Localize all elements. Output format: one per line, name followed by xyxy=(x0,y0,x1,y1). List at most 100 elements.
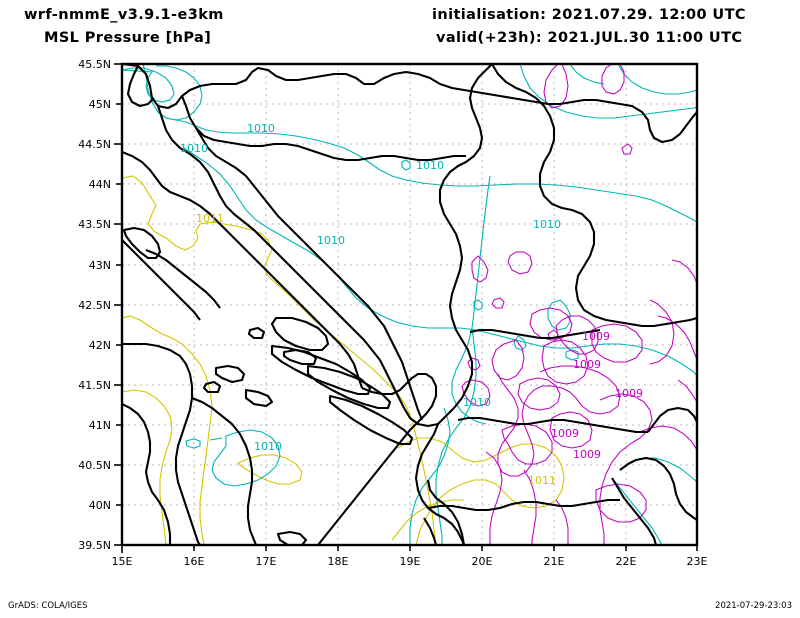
contour-label-1011: 1011 xyxy=(528,474,556,487)
contour-line-1009-h xyxy=(517,377,561,411)
ytick-label-40N: 40N xyxy=(89,499,111,512)
coastline-ionian xyxy=(423,517,438,545)
island-tiny-a xyxy=(202,380,222,394)
xtick-label-22E: 22E xyxy=(616,555,637,568)
contour-label-1011: 1011 xyxy=(196,212,224,225)
contour-line-1009-z xyxy=(601,64,625,95)
island-lastovo xyxy=(282,348,318,366)
contour-line-1009-w xyxy=(467,357,481,371)
ytick-label-41N: 41N xyxy=(89,419,111,432)
grads-credit: GrADS: COLA/IGES xyxy=(8,601,88,611)
border-macedonia-south xyxy=(457,416,648,434)
xtick-label-23E: 23E xyxy=(687,555,708,568)
coastline-italy-sw xyxy=(122,403,172,545)
contour-line-1010-valley xyxy=(435,327,477,545)
xtick-label-21E: 21E xyxy=(544,555,565,568)
contour-line-1009-x xyxy=(461,379,491,407)
contour-line-1009-v xyxy=(547,329,559,341)
contour-line-1010-italy xyxy=(211,429,281,487)
contour-label-1009: 1009 xyxy=(573,358,601,371)
ytick-label-44.5N: 44.5N xyxy=(78,138,111,151)
island-korcula xyxy=(306,364,392,410)
coastline-adriatic-croatia xyxy=(157,105,439,428)
contour-label-1010: 1010 xyxy=(463,396,491,409)
coastline-greece-west xyxy=(426,479,466,545)
contour-line-1009-e xyxy=(529,307,573,341)
ytick-label-39.5N: 39.5N xyxy=(78,539,111,552)
contour-line-1009-s xyxy=(507,251,533,275)
model-title: wrf-nmmE_v3.9.1-e3km xyxy=(24,7,224,23)
xtick-label-15E: 15E xyxy=(112,555,133,568)
coastline-albania xyxy=(414,423,465,545)
field-title: MSL Pressure [hPa] xyxy=(44,30,211,46)
contour-label-1010: 1010 xyxy=(247,122,275,135)
contour-line-1011-b xyxy=(122,315,213,545)
ytick-label-45.5N: 45.5N xyxy=(78,58,111,71)
contour-line-1010-label-l xyxy=(156,65,203,121)
render-timestamp: 2021-07-29-23:03 xyxy=(715,601,792,611)
initialisation-time: initialisation: 2021.07.29. 12:00 UTC xyxy=(432,7,746,23)
contour-line-1010-mid xyxy=(183,147,697,377)
contour-line-1009-a xyxy=(471,255,489,283)
contour-label-1010: 1010 xyxy=(317,234,345,247)
border-bosnia-serbia xyxy=(437,64,493,425)
contour-line-1011-c xyxy=(236,454,303,485)
contour-line-1010-italy-small xyxy=(185,438,201,449)
contour-group-1010 xyxy=(122,64,697,545)
coastline-alps-north xyxy=(122,64,697,144)
contour-line-1010-lower xyxy=(409,407,451,545)
contour-line-1010-italy-dash xyxy=(209,437,223,441)
contour-label-1010: 1010 xyxy=(180,142,208,155)
contour-line-1009-r xyxy=(677,379,697,403)
border-serbia-east xyxy=(491,64,697,328)
xtick-label-17E: 17E xyxy=(256,555,277,568)
contour-line-1009-d xyxy=(591,323,643,363)
plot-area: 1010 1010 1010 1010 1010 1010 1010 1011 … xyxy=(120,62,699,547)
coastline-istria xyxy=(126,65,155,108)
x-axis: 15E 16E 17E 18E 19E 20E 21E 22E 23E xyxy=(112,545,708,568)
contour-line-1011-e xyxy=(397,437,565,545)
contour-line-1010-east-b xyxy=(617,64,697,95)
border-bosnia-croatia xyxy=(195,127,423,421)
contour-line-1010-tiny1 xyxy=(473,299,483,311)
contour-line-1009-o xyxy=(657,315,697,361)
ytick-label-42.5N: 42.5N xyxy=(78,299,111,312)
contour-line-1009-j xyxy=(549,411,593,449)
coastline-italy-east xyxy=(122,151,363,389)
contour-line-1009-aa xyxy=(671,259,697,285)
ytick-label-45N: 45N xyxy=(89,98,111,111)
coastline-greece-aegean-b xyxy=(611,477,658,545)
coastline-group xyxy=(122,64,697,545)
coastline-greece-aegean xyxy=(619,456,697,521)
xtick-label-16E: 16E xyxy=(184,555,205,568)
contour-line-1010-east-upper xyxy=(519,64,697,119)
island-tiny-b xyxy=(247,326,266,340)
contour-line-1010-greece-b xyxy=(611,477,663,545)
contour-line-1009-t xyxy=(491,297,505,309)
contour-label-1010: 1010 xyxy=(416,159,444,172)
contour-group-1009 xyxy=(461,64,697,545)
xtick-label-19E: 19E xyxy=(400,555,421,568)
y-axis: 45.5N 45N 44.5N 44N 43.5N 43N 42.5N 42N … xyxy=(78,58,122,552)
coastline-italy-west xyxy=(122,342,201,545)
contour-labels: 1010 1010 1010 1010 1010 1010 1010 1011 … xyxy=(180,122,643,487)
contour-line-1011-f xyxy=(391,499,464,541)
contour-line-1009-b xyxy=(555,315,599,355)
valid-time: valid(+23h): 2021.JUL.30 11:00 UTC xyxy=(436,30,742,46)
ytick-label-44N: 44N xyxy=(89,178,111,191)
contour-label-1009: 1009 xyxy=(551,427,579,440)
ytick-label-41.5N: 41.5N xyxy=(78,379,111,392)
contour-line-1010-main xyxy=(142,64,697,223)
contour-line-1009-y xyxy=(595,483,647,523)
island-brac xyxy=(270,316,330,352)
contour-line-1010-se-c xyxy=(569,64,605,85)
ytick-label-42N: 42N xyxy=(89,339,111,352)
island-cres xyxy=(122,239,201,321)
contour-line-1009-f xyxy=(491,339,525,381)
contour-line-1010-vertical xyxy=(451,175,491,425)
island-small-a xyxy=(244,388,274,408)
contour-label-1010: 1010 xyxy=(254,440,282,453)
border-hungary-south xyxy=(181,95,466,162)
